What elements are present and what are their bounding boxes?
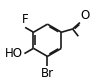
Text: HO: HO xyxy=(5,47,23,60)
Text: Br: Br xyxy=(41,67,54,80)
Text: O: O xyxy=(80,9,90,22)
Text: F: F xyxy=(21,13,28,26)
